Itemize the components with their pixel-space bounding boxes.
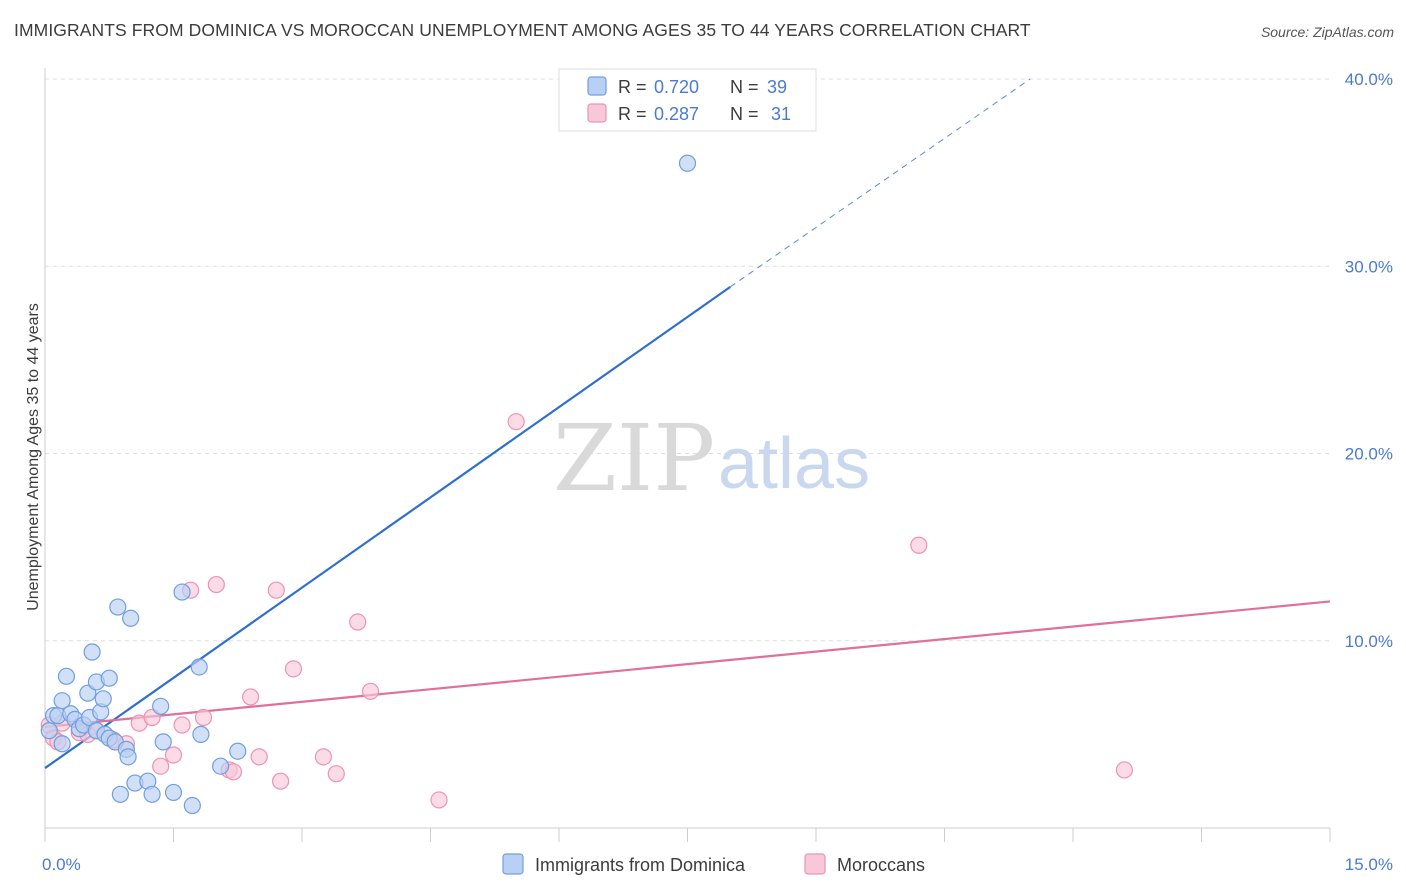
point-dominica [183,796,201,815]
point-dominica [192,725,210,743]
y-tick-labels: 10.0% 20.0% 30.0% 40.0% [1345,70,1393,651]
point-moroccans [349,613,367,631]
y-tick-label: 10.0% [1345,632,1393,651]
x-tick-label-min: 0.0% [42,855,81,874]
watermark-zip: ZIP [553,405,715,512]
point-moroccans [271,772,290,790]
point-moroccans [267,581,285,599]
point-dominica [678,154,697,172]
series-legend-swatch-moroccans [804,853,826,875]
point-dominica [152,697,170,715]
point-dominica [164,783,183,802]
point-moroccans [284,660,303,678]
series-legend-swatch-dominica [502,853,524,875]
series-legend-label-moroccans: Moroccans [837,855,925,875]
series-legend: Immigrants from Dominica Moroccans [502,853,925,875]
legend-swatch-dominica [587,76,607,96]
legend-n-label-moroccans: N = [730,104,759,124]
trend-line-dominica [44,285,731,769]
point-moroccans [910,536,928,554]
legend-r-label-dominica: R = [618,77,647,97]
point-dominica [143,785,161,803]
point-moroccans [507,413,525,431]
point-dominica [94,690,112,708]
y-tick-label: 30.0% [1345,257,1393,276]
point-moroccans [314,748,333,766]
axes [44,68,1331,842]
legend-n-value-moroccans: 31 [771,104,791,124]
y-tick-label: 40.0% [1345,70,1393,89]
data-points [40,154,1134,815]
point-dominica [212,757,230,775]
point-dominica [190,658,208,676]
x-tick-labels: 0.0% 15.0% [42,855,1393,874]
point-dominica [229,742,247,760]
legend-r-value-dominica: 0.720 [654,77,699,97]
point-moroccans [152,757,170,775]
point-moroccans [164,746,183,764]
point-moroccans [361,682,380,700]
legend-r-label-moroccans: R = [618,104,647,124]
point-moroccans [430,791,448,809]
point-moroccans [207,575,225,594]
y-tick-label: 20.0% [1345,445,1393,464]
x-tick-label-max: 15.0% [1345,855,1393,874]
legend-n-value-dominica: 39 [767,77,787,97]
point-dominica [40,722,58,740]
point-dominica [57,667,76,685]
point-dominica [53,735,71,753]
point-dominica [154,733,172,751]
point-moroccans [194,708,213,727]
legend-n-label-dominica: N = [730,77,759,97]
point-dominica [119,748,137,766]
legend-r-value-moroccans: 0.287 [654,104,699,124]
y-axis-label: Unemployment Among Ages 35 to 44 years [25,303,42,611]
point-dominica [111,785,129,803]
trend-line-moroccans [44,600,1331,728]
source-label: Source: ZipAtlas.com [1260,24,1394,40]
point-moroccans [1115,761,1134,779]
point-dominica [53,692,71,710]
point-moroccans [173,716,191,734]
series-legend-label-dominica: Immigrants from Dominica [535,855,746,875]
point-dominica [109,598,127,616]
point-dominica [122,609,140,627]
point-dominica [173,583,191,601]
point-dominica [100,669,118,687]
legend-swatch-moroccans [587,103,607,123]
watermark-atlas: atlas [718,424,870,504]
point-moroccans [250,748,268,766]
point-moroccans [327,765,345,783]
correlation-legend: R = 0.720 N = 39 R = 0.287 N = 31 [558,68,817,132]
chart-title: IMMIGRANTS FROM DOMINICA VS MOROCCAN UNE… [14,20,1031,40]
point-dominica [83,643,101,661]
trend-line-dominica-extension [730,78,1031,288]
trend-lines [44,78,1331,769]
point-moroccans [242,688,260,706]
